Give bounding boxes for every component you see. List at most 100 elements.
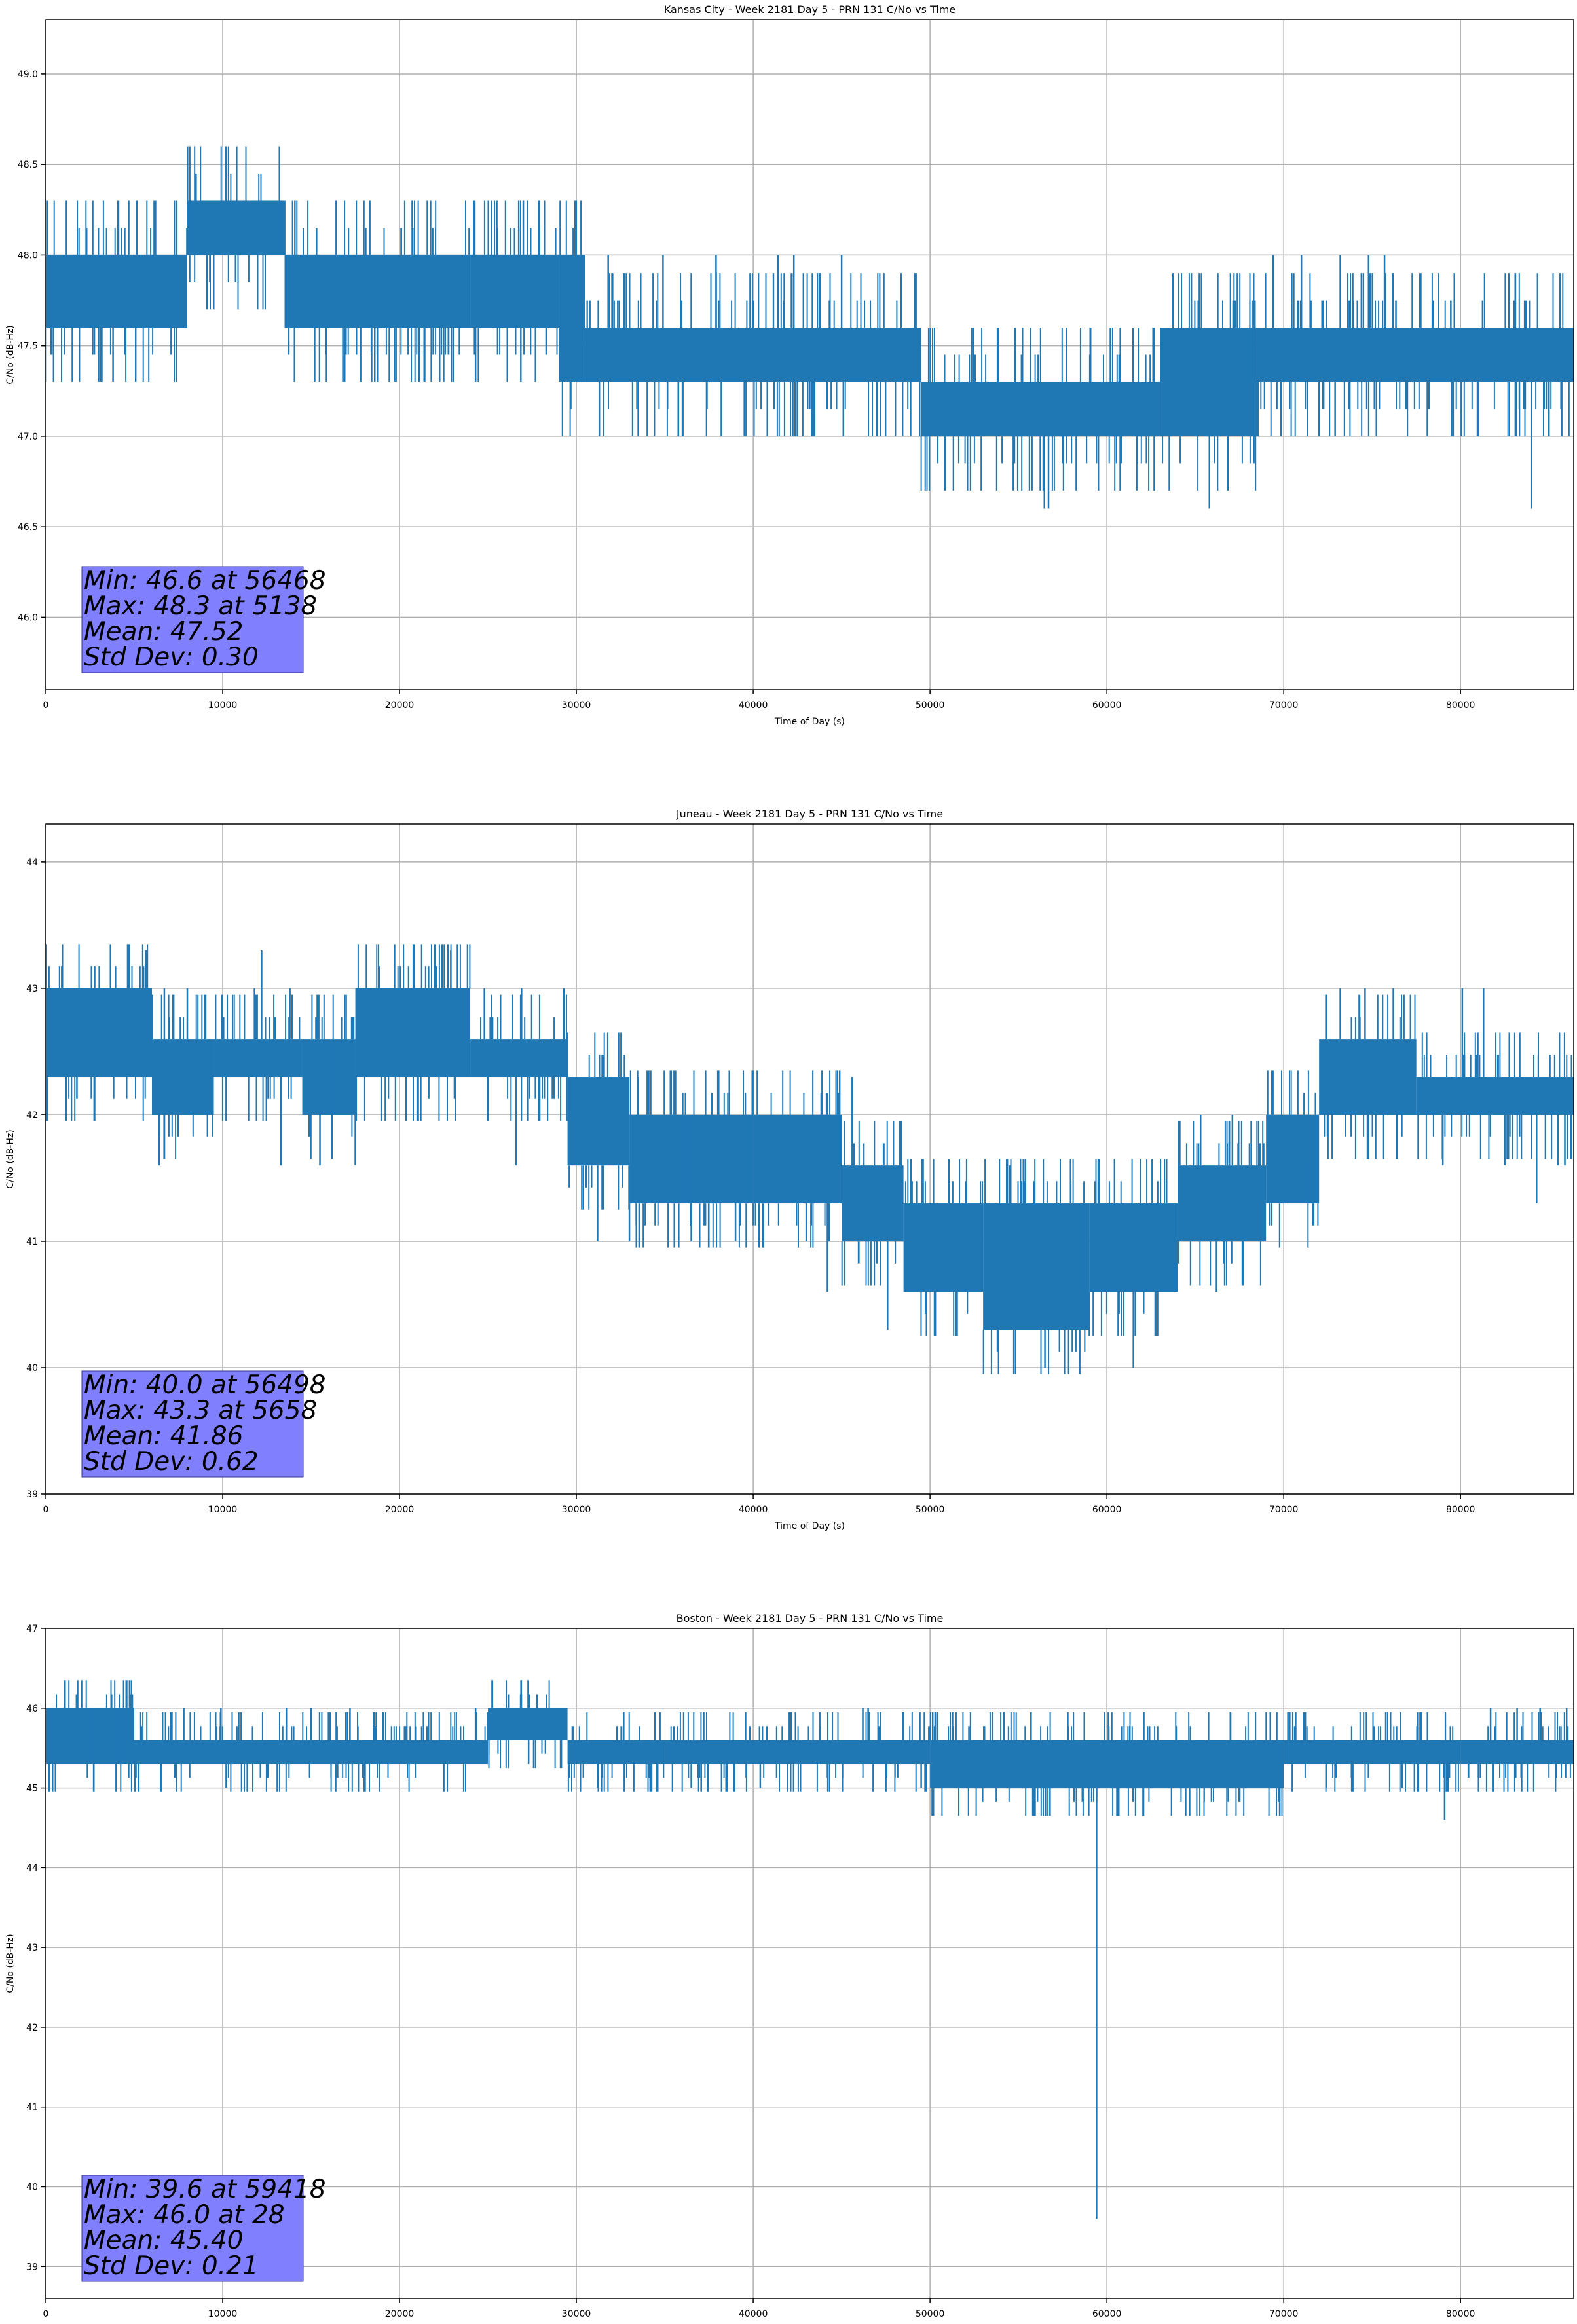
chart-title: Kansas City - Week 2181 Day 5 - PRN 131 … (664, 3, 955, 16)
data-band (1089, 1203, 1178, 1292)
x-tick-label: 0 (43, 2309, 49, 2319)
stats-line: Min: 39.6 at 59418 (84, 2175, 326, 2204)
data-series (46, 944, 1574, 1374)
y-tick-label: 40 (26, 1363, 38, 1374)
data-band (567, 1740, 665, 1765)
y-tick-label: 47 (26, 1624, 38, 1634)
stats-line: Min: 46.6 at 56468 (84, 566, 326, 595)
x-tick-label: 0 (43, 1505, 49, 1515)
data-band (903, 1203, 984, 1292)
data-band (302, 1039, 356, 1115)
data-band (134, 1740, 489, 1765)
x-tick-label: 60000 (1092, 1505, 1122, 1515)
stats-box (81, 1370, 304, 1478)
data-band (213, 1039, 303, 1078)
data-band (1284, 1740, 1461, 1765)
x-tick-label: 0 (43, 700, 49, 711)
x-tick-label: 20000 (385, 1505, 415, 1515)
plot-frame (45, 1628, 1574, 2299)
stats-line: Max: 43.3 at 5658 (84, 1396, 317, 1425)
x-tick-label: 50000 (916, 700, 945, 711)
data-band (488, 1708, 568, 1740)
y-tick-label: 42 (26, 2023, 38, 2033)
chart-panel-2: 0 10000 20000 30000 40000 50000 60000 70000 8000… (5, 808, 1574, 1531)
x-tick-label: 40000 (739, 1505, 768, 1515)
x-tick-label: 80000 (1446, 1505, 1475, 1515)
y-tick-label: 46.0 (18, 612, 38, 623)
y-tick-label: 41 (26, 1237, 38, 1247)
data-band (930, 1740, 1284, 1788)
stats-box (81, 566, 304, 673)
x-tick-label: 60000 (1092, 2309, 1122, 2319)
x-tick-label: 70000 (1269, 1505, 1299, 1515)
y-axis-label: C/No (dB-Hz) (5, 1934, 16, 1993)
y-axis-label: C/No (dB-Hz) (5, 325, 16, 384)
stats-line: Std Dev: 0.62 (84, 1447, 259, 1476)
x-tick-label: 40000 (739, 2309, 768, 2319)
y-tick-label: 42 (26, 1110, 38, 1121)
y-tick-label: 39 (26, 1490, 38, 1500)
data-band (470, 255, 559, 328)
x-tick-label: 10000 (208, 1505, 238, 1515)
chart-panel-3: 0 10000 20000 30000 40000 50000 60000 70000 8000… (5, 1612, 1574, 2319)
data-band (559, 255, 585, 382)
y-tick-label: 48.5 (18, 160, 38, 170)
data-band (567, 1077, 630, 1166)
data-texture (48, 1680, 1571, 1816)
x-tick-label: 80000 (1446, 2309, 1475, 2319)
chart-panel-1: 0 10000 20000 30000 40000 50000 60000 70000 8000… (5, 3, 1574, 727)
data-band (665, 1740, 931, 1765)
y-tick-label: 46.5 (18, 522, 38, 533)
data-band (284, 255, 471, 328)
data-band (585, 328, 921, 382)
x-tick-label: 40000 (739, 700, 768, 711)
data-band (629, 1114, 754, 1204)
x-tick-label: 10000 (208, 700, 238, 711)
y-tick-label: 45 (26, 1784, 38, 1794)
data-texture (46, 944, 1572, 1374)
x-tick-label: 20000 (385, 700, 415, 711)
y-tick-label: 39 (26, 2262, 38, 2272)
x-axis-label: Time of Day (s) (774, 717, 845, 727)
data-band (842, 1165, 904, 1241)
y-axis-label: C/No (dB-Hz) (5, 1129, 16, 1188)
x-tick-label: 30000 (562, 2309, 591, 2319)
data-band (152, 1039, 214, 1115)
stats-line: Std Dev: 0.21 (84, 2251, 259, 2281)
stats-line: Std Dev: 0.30 (84, 643, 259, 672)
x-tick-label: 70000 (1269, 700, 1299, 711)
stats-line: Max: 48.3 at 5138 (84, 591, 317, 621)
x-tick-label: 50000 (916, 2309, 945, 2319)
data-band (187, 200, 285, 255)
data-texture (46, 146, 1570, 491)
data-series (46, 1680, 1574, 2219)
chart-title: Juneau - Week 2181 Day 5 - PRN 131 C/No … (676, 808, 943, 820)
y-tick-label: 49.0 (18, 69, 38, 80)
y-tick-label: 47.0 (18, 432, 38, 442)
chart-title: Boston - Week 2181 Day 5 - PRN 131 C/No … (677, 1612, 944, 1624)
y-tick-label: 43 (26, 984, 38, 994)
stats-line: Max: 46.0 at 28 (84, 2200, 285, 2230)
data-band (1416, 1077, 1574, 1115)
data-band (1160, 328, 1257, 436)
data-band (1257, 328, 1574, 382)
data-band (470, 1039, 568, 1078)
x-tick-label: 30000 (562, 1505, 591, 1515)
data-band (46, 988, 153, 1078)
stats-line: Mean: 47.52 (84, 617, 243, 647)
y-tick-label: 47.5 (18, 341, 38, 352)
y-tick-label: 44 (26, 857, 38, 868)
x-tick-label: 80000 (1446, 700, 1475, 711)
stats-line: Min: 40.0 at 56498 (84, 1370, 326, 1400)
data-band (46, 255, 188, 328)
y-tick-label: 44 (26, 1863, 38, 1873)
data-band (1460, 1740, 1574, 1765)
stats-line: Mean: 41.86 (84, 1421, 243, 1451)
stats-box (81, 2175, 304, 2282)
x-tick-label: 30000 (562, 700, 591, 711)
y-tick-label: 46 (26, 1704, 38, 1714)
data-band (1266, 1114, 1320, 1204)
x-tick-label: 70000 (1269, 2309, 1299, 2319)
data-band (1319, 1039, 1417, 1115)
